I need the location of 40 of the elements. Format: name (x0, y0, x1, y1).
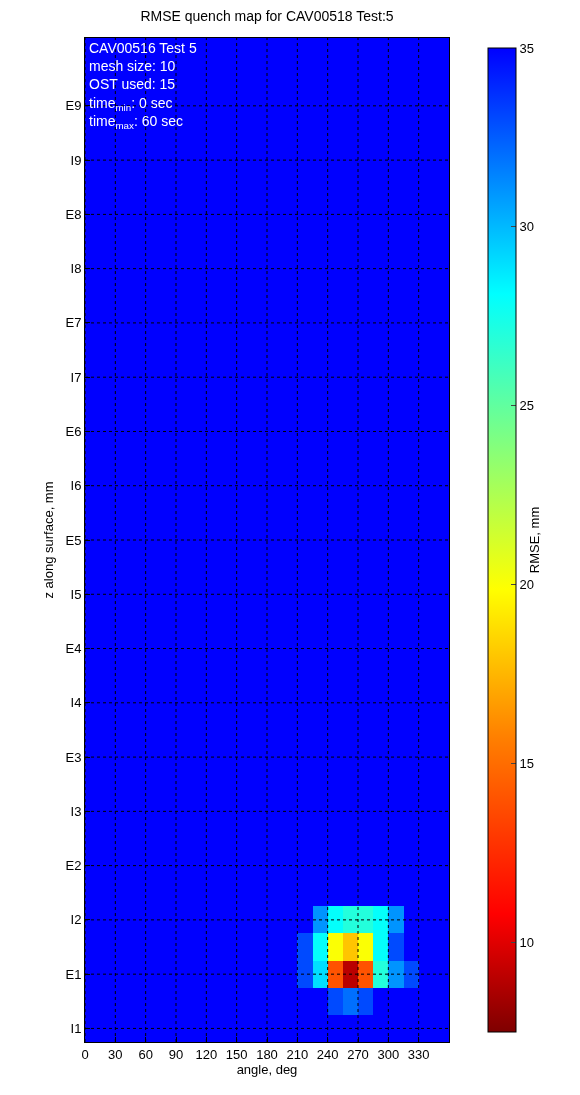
x-tick-label: 270 (347, 1046, 369, 1062)
chart-title: RMSE quench map for CAV00518 Test:5 (140, 8, 394, 25)
y-tick-label: I8 (70, 261, 82, 277)
color-bar-label: 35 (519, 40, 535, 56)
y-tick-label: E7 (65, 315, 82, 331)
color-bar-label: 30 (519, 219, 535, 235)
x-tick-label: 90 (168, 1046, 184, 1062)
x-tick-label: 30 (108, 1046, 123, 1062)
x-tick-label: 150 (225, 1046, 248, 1062)
y-tick-label: I1 (70, 1020, 82, 1036)
y-tick-label: E1 (65, 966, 82, 982)
color-bar-label: 20 (519, 577, 535, 593)
y-tick-label: E5 (65, 532, 82, 548)
color-bar-title: RMSE, mm (527, 506, 543, 574)
y-tick-label: I9 (70, 152, 82, 168)
y-tick-label: E3 (65, 749, 82, 765)
color-bar-label: 25 (519, 398, 535, 414)
x-tick-label: 60 (138, 1046, 153, 1062)
y-tick-label: E9 (65, 98, 82, 114)
y-tick-label: I5 (70, 586, 82, 602)
y-tick-label: E8 (65, 206, 82, 222)
y-tick-label: E2 (65, 858, 82, 874)
color-bar-label: 15 (519, 756, 535, 772)
x-axis-title: angle, deg (236, 1062, 298, 1078)
y-tick-label: I4 (70, 695, 82, 711)
x-tick-label: 240 (316, 1046, 339, 1062)
x-tick-label: 0 (81, 1046, 89, 1062)
y-axis-title: z along surface, mm (41, 481, 57, 599)
color-bar-label: 10 (519, 935, 535, 951)
y-tick-label: I6 (70, 478, 82, 494)
x-tick-label: 210 (286, 1046, 309, 1062)
x-tick-label: 180 (256, 1046, 278, 1062)
y-tick-label: E4 (65, 641, 82, 657)
y-tick-label: I3 (70, 803, 82, 819)
x-tick-label: 120 (195, 1046, 218, 1062)
y-tick-label: E6 (65, 424, 82, 440)
x-tick-label: 330 (407, 1046, 430, 1062)
x-tick-label: 300 (377, 1046, 400, 1062)
y-tick-label: I2 (70, 912, 82, 928)
y-tick-label: I7 (70, 369, 82, 385)
